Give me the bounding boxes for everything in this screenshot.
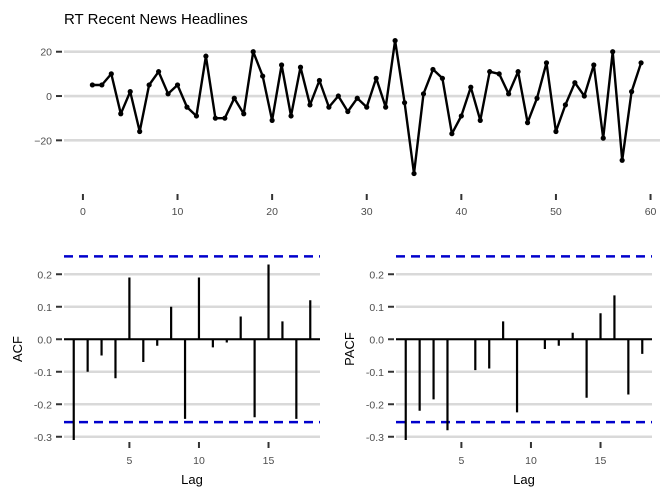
ts-point-13 — [203, 53, 209, 59]
ts-point-32 — [383, 104, 389, 110]
chart-title: RT Recent News Headlines — [64, 11, 248, 28]
acf-x-axis-title: Lag — [181, 472, 203, 487]
ts-point-19 — [260, 73, 266, 79]
ts-point-12 — [193, 113, 200, 119]
ts-point-58 — [629, 89, 635, 95]
ts-point-15 — [222, 115, 228, 121]
ts-point-9 — [165, 91, 171, 97]
ts-point-2 — [99, 82, 105, 88]
acf-x-tick-label-2: 15 — [263, 455, 275, 467]
ts-point-21 — [278, 62, 285, 68]
ts-point-8 — [156, 69, 162, 75]
ts-point-29 — [354, 95, 360, 101]
ts-point-7 — [146, 82, 152, 88]
ts-point-10 — [174, 82, 181, 88]
pacf-y-tick-label-4: 0.1 — [369, 302, 384, 314]
ts-point-23 — [297, 64, 304, 70]
acf-y-tick-label-2: -0.1 — [34, 367, 52, 379]
ts-point-27 — [335, 93, 341, 99]
acf-y-tick-label-3: 0.0 — [37, 334, 52, 346]
ts-point-59 — [638, 60, 644, 66]
ts-point-43 — [487, 69, 493, 75]
acf-y-tick-label-0: -0.3 — [34, 432, 52, 444]
acf-x-tick-label-0: 5 — [126, 455, 132, 467]
ts-point-40 — [458, 113, 464, 119]
ts-point-37 — [430, 66, 436, 73]
ts-x-tick-label-4: 40 — [455, 206, 467, 218]
ts-point-34 — [401, 100, 408, 106]
ts-point-1 — [89, 82, 95, 88]
ts-point-14 — [212, 115, 218, 121]
ts-x-tick-label-6: 60 — [645, 206, 657, 218]
ts-point-39 — [449, 131, 455, 137]
ts-point-57 — [619, 157, 625, 163]
ts-x-tick-label-3: 30 — [361, 206, 373, 218]
ts-point-22 — [288, 113, 294, 119]
pacf-y-tick-label-2: -0.1 — [366, 367, 384, 379]
pacf-y-tick-label-1: -0.2 — [366, 399, 384, 411]
ts-point-26 — [326, 104, 332, 110]
pacf-y-tick-label-0: -0.3 — [366, 432, 384, 444]
pacf-x-tick-label-2: 15 — [595, 455, 607, 467]
ts-point-3 — [108, 71, 114, 77]
ts-point-41 — [468, 84, 474, 90]
ts-x-tick-label-5: 50 — [550, 206, 562, 218]
ts-point-49 — [543, 60, 550, 66]
ts-y-tick-label-1: 0 — [46, 91, 52, 103]
ts-point-51 — [562, 102, 568, 108]
ts-point-33 — [392, 38, 398, 44]
ts-point-53 — [581, 93, 587, 99]
ts-y-tick-label-0: −20 — [34, 135, 52, 147]
acf-x-tick-label-1: 10 — [193, 455, 205, 467]
ts-y-tick-label-2: 20 — [40, 47, 52, 59]
ts-point-46 — [515, 69, 521, 75]
acf-y-tick-label-1: -0.2 — [34, 399, 52, 411]
ts-point-42 — [477, 117, 483, 123]
ts-point-11 — [184, 104, 190, 110]
ts-point-18 — [250, 49, 256, 55]
acf-y-axis-title: ACF — [10, 336, 25, 362]
pacf-y-axis-title: PACF — [342, 332, 357, 366]
ts-point-25 — [316, 77, 323, 84]
ts-x-tick-label-1: 10 — [172, 206, 184, 218]
acf-y-tick-label-4: 0.1 — [37, 302, 52, 314]
ts-point-28 — [345, 108, 351, 115]
ts-point-6 — [137, 128, 143, 135]
pacf-x-axis-title: Lag — [513, 472, 535, 487]
ts-point-16 — [231, 95, 237, 101]
ts-x-tick-label-2: 20 — [266, 206, 278, 218]
ts-point-35 — [411, 170, 417, 177]
pacf-y-tick-label-3: 0.0 — [369, 334, 384, 346]
acf-y-tick-label-5: 0.2 — [37, 269, 52, 281]
ts-point-47 — [524, 120, 531, 126]
ts-point-30 — [364, 104, 370, 110]
ts-point-17 — [241, 111, 247, 117]
ts-point-50 — [553, 128, 559, 135]
ts-point-54 — [591, 62, 597, 68]
ts-point-48 — [534, 95, 540, 101]
ts-point-45 — [506, 91, 512, 97]
ts-point-38 — [439, 75, 446, 81]
ts-point-55 — [600, 135, 606, 141]
ts-point-31 — [373, 75, 379, 81]
pacf-x-tick-label-1: 10 — [525, 455, 537, 467]
ts-point-20 — [269, 117, 275, 123]
ts-point-56 — [610, 49, 616, 55]
ts-point-4 — [118, 111, 124, 117]
ts-point-44 — [496, 71, 502, 77]
ts-point-36 — [420, 91, 427, 97]
ts-x-tick-label-0: 0 — [80, 206, 86, 218]
pacf-x-tick-label-0: 5 — [458, 455, 464, 467]
ts-point-52 — [572, 80, 578, 86]
pacf-y-tick-label-5: 0.2 — [369, 269, 384, 281]
ts-point-24 — [307, 102, 313, 108]
ts-point-5 — [127, 89, 133, 95]
